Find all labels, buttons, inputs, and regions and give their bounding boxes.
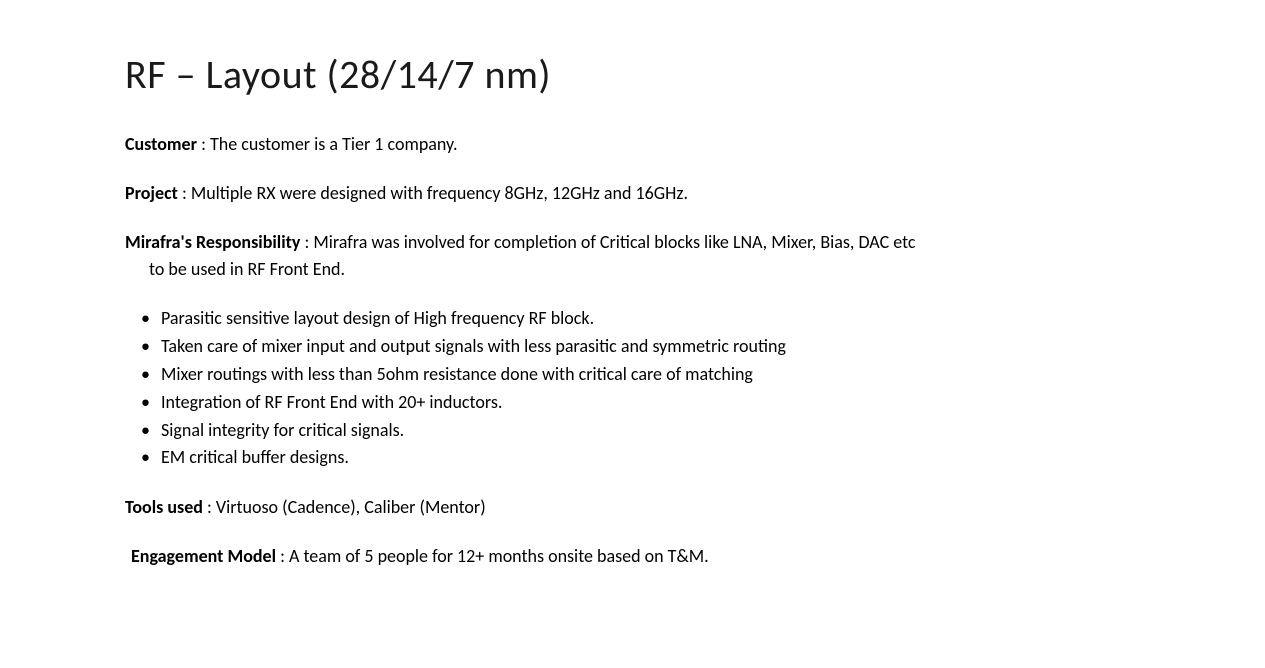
project-label: Project [125,182,178,204]
section-tools: Tools used : Virtuoso (Cadence), Caliber… [125,494,1140,521]
list-item: EM critical buffer designs. [133,444,1140,472]
engagement-label: Engagement Model [131,545,276,567]
section-responsibility: Mirafra's Responsibility : Mirafra was i… [125,229,1140,283]
section-customer: Customer : The customer is a Tier 1 comp… [125,131,1140,158]
list-item: Integration of RF Front End with 20+ ind… [133,389,1140,417]
list-item: Mixer routings with less than 5ohm resis… [133,361,1140,389]
page-title: RF – Layout (28/14/7 nm) [125,50,1140,99]
customer-text: : The customer is a Tier 1 company. [197,133,458,155]
responsibility-text: : Mirafra was involved for completion of… [300,231,915,253]
project-text: : Multiple RX were designed with frequen… [178,182,688,204]
list-item: Signal integrity for critical signals. [133,417,1140,445]
section-engagement: Engagement Model : A team of 5 people fo… [125,543,1140,570]
customer-label: Customer [125,133,197,155]
section-project: Project : Multiple RX were designed with… [125,180,1140,207]
tools-text: : Virtuoso (Cadence), Caliber (Mentor) [203,496,486,518]
list-item: Parasitic sensitive layout design of Hig… [133,305,1140,333]
tools-label: Tools used [125,496,203,518]
bullet-list: Parasitic sensitive layout design of Hig… [125,305,1140,472]
list-item: Taken care of mixer input and output sig… [133,333,1140,361]
responsibility-label: Mirafra's Responsibility [125,231,300,253]
responsibility-continuation: to be used in RF Front End. [125,256,1140,283]
engagement-text: : A team of 5 people for 12+ months onsi… [276,545,709,567]
